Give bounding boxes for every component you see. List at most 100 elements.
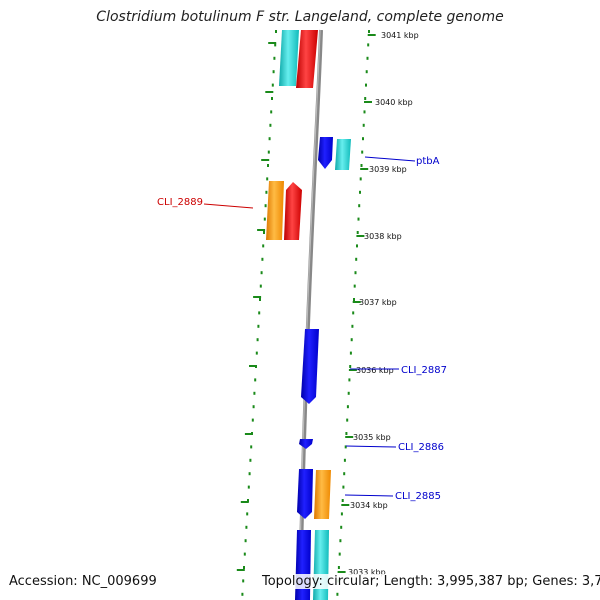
major-tick-mark (352, 301, 361, 303)
major-tick-mark (360, 168, 369, 170)
tick-mark (263, 231, 265, 234)
tick-mark (263, 217, 266, 221)
scale-label-3035: 3035 kbp (353, 433, 391, 442)
tick-mark (349, 365, 352, 368)
tick-mark (353, 284, 356, 288)
tick-mark (337, 566, 340, 569)
tick-mark (340, 525, 343, 529)
gene-cyan-ptbA (335, 139, 351, 170)
tick-mark (259, 284, 262, 288)
major-tick-mark (253, 296, 262, 298)
tick-mark (268, 137, 271, 141)
tick-mark (341, 499, 344, 502)
major-tick-mark (249, 365, 257, 367)
gene-blue-2885 (297, 469, 313, 519)
tick-mark (363, 110, 366, 114)
tick-mark (359, 190, 361, 194)
major-tick-mark (240, 501, 249, 503)
major-tick-mark (356, 235, 365, 237)
gene-orange-2889 (266, 181, 284, 240)
tick-mark (267, 164, 269, 167)
gene-label-CLI_2889: CLI_2889 (157, 197, 203, 208)
left-tick-ring (236, 30, 277, 596)
major-tick-mark (257, 229, 266, 231)
gene-blue-2887 (301, 329, 319, 404)
tick-mark (271, 83, 274, 87)
major-tick-mark (364, 101, 372, 103)
tick-mark (344, 445, 347, 449)
tick-mark (254, 378, 257, 382)
tick-mark (247, 499, 249, 502)
tick-mark (256, 338, 259, 342)
leader-CLI_2885 (344, 494, 394, 497)
major-tick-mark (268, 42, 277, 44)
topology-text: Topology: circular; Length: 3,995,387 bp… (262, 574, 600, 589)
tick-mark (252, 405, 255, 409)
accession-text: Accession: NC_009699 (9, 574, 157, 589)
gene-label-CLI_2887: CLI_2887 (401, 365, 447, 376)
tick-mark (267, 150, 270, 154)
tick-mark (336, 592, 339, 596)
tick-mark (241, 592, 244, 596)
gene-blue-bottom (295, 530, 311, 600)
tick-mark (357, 217, 360, 221)
tick-mark (271, 97, 273, 100)
tick-mark (264, 204, 267, 208)
label-leaders (203, 156, 416, 497)
tick-mark (348, 378, 351, 382)
tick-mark (365, 70, 368, 74)
tick-mark (368, 30, 370, 33)
tick-mark (260, 271, 263, 275)
gene-blue-ptbA (318, 137, 333, 169)
major-tick-mark (261, 159, 270, 161)
leader-CLI_2889 (203, 203, 254, 209)
gene-label-CLI_2886: CLI_2886 (398, 442, 444, 453)
tick-mark (247, 485, 250, 489)
leader-ptbA (364, 156, 416, 162)
tick-mark (258, 311, 261, 315)
tick-mark (347, 391, 350, 395)
tick-mark (353, 298, 355, 301)
tick-mark (365, 83, 367, 87)
gene-label-ptbA: ptbA (416, 156, 440, 167)
map-title: Clostridium botulinum F str. Langeland, … (96, 9, 504, 25)
tick-mark (352, 311, 355, 315)
scale-label-3034: 3034 kbp (350, 501, 388, 510)
tick-mark (346, 405, 349, 409)
tick-mark (253, 391, 256, 395)
tick-mark (358, 204, 361, 208)
gene-cyan-bottom (313, 530, 329, 600)
tick-mark (250, 445, 253, 449)
tick-mark (366, 56, 369, 60)
tick-mark (362, 123, 365, 127)
tick-mark (257, 324, 260, 328)
major-tick-mark (348, 369, 357, 371)
tick-mark (355, 257, 358, 261)
scale-label-3039: 3039 kbp (369, 165, 407, 174)
major-tick-mark (337, 571, 346, 573)
gene-red-2889 (284, 182, 302, 240)
tick-mark (359, 177, 362, 181)
tick-mark (246, 512, 249, 516)
tick-mark (245, 525, 248, 529)
tick-mark (275, 30, 277, 33)
gene-blue-2886 (299, 439, 313, 449)
tick-mark (251, 418, 254, 422)
major-tick-mark (265, 91, 274, 93)
tick-mark (360, 164, 363, 167)
tick-mark (262, 244, 265, 248)
tick-mark (361, 150, 364, 154)
scale-label-3037: 3037 kbp (359, 298, 397, 307)
right-tick-ring (336, 30, 376, 596)
tick-mark (266, 177, 269, 181)
tick-mark (362, 137, 364, 141)
tick-mark (342, 485, 345, 489)
tick-mark (356, 244, 358, 248)
tick-mark (356, 231, 359, 234)
tick-mark (259, 298, 261, 301)
scale-label-3033: 3033 kbp (348, 568, 386, 577)
tick-mark (274, 43, 277, 47)
tick-mark (351, 324, 354, 328)
tick-mark (269, 123, 272, 127)
